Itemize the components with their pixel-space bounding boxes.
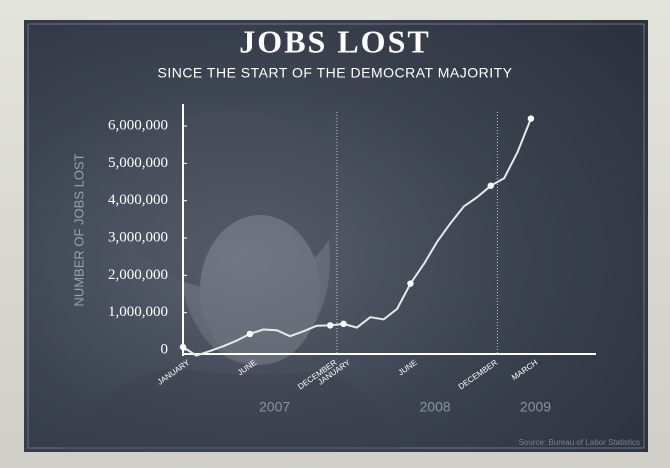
- y-tick-label: 4,000,000: [108, 192, 168, 208]
- y-tick-label: 0: [161, 341, 169, 357]
- data-point: [246, 330, 254, 338]
- data-line: [182, 118, 532, 357]
- data-point: [179, 343, 187, 351]
- panel-border: [27, 23, 645, 449]
- y-tick-label: 6,000,000: [108, 117, 168, 133]
- chart-subtitle: SINCE THE START OF THE DEMOCRAT MAJORITY: [157, 65, 512, 81]
- data-point: [326, 322, 334, 329]
- data-point: [487, 182, 494, 189]
- y-tick-label: 1,000,000: [108, 304, 168, 320]
- photo-silhouette: [60, 110, 400, 452]
- panel: [24, 20, 648, 452]
- year-label: 2007: [259, 399, 290, 415]
- data-point: [340, 320, 347, 328]
- data-point: [407, 280, 414, 287]
- chart-title: JOBS LOST: [239, 23, 430, 59]
- data-point: [527, 115, 535, 122]
- y-tick-label: 5,000,000: [108, 155, 168, 171]
- year-label: 2008: [420, 399, 451, 415]
- y-axis-label: NUMBER OF JOBS LOST: [71, 153, 86, 306]
- y-tick-label: 2,000,000: [108, 267, 168, 283]
- year-label: 2009: [520, 399, 551, 415]
- source-note: Source: Bureau of Labor Statistics: [519, 438, 640, 447]
- y-tick-label: 3,000,000: [108, 229, 168, 245]
